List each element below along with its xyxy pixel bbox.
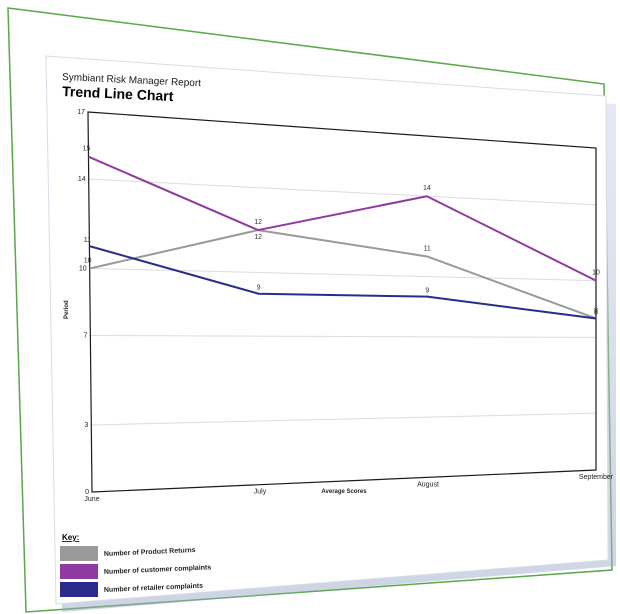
data-label: 11 bbox=[84, 237, 91, 244]
data-label: 10 bbox=[84, 257, 92, 264]
y-tick-label: 3 bbox=[84, 422, 88, 429]
y-tick-label: 14 bbox=[78, 176, 86, 183]
x-tick-label: July bbox=[254, 489, 267, 496]
y-tick-label: 10 bbox=[79, 265, 87, 272]
x-axis-label: Average Scores bbox=[321, 489, 367, 495]
legend-swatch bbox=[60, 546, 98, 561]
y-axis-label: Period bbox=[64, 300, 70, 319]
legend-title: Key: bbox=[62, 533, 79, 542]
y-tick-label: 0 bbox=[85, 489, 89, 496]
legend-swatch bbox=[60, 564, 98, 579]
data-label: 12 bbox=[254, 234, 262, 241]
legend-swatch bbox=[60, 582, 98, 597]
x-tick-label: August bbox=[417, 481, 439, 488]
data-label: 9 bbox=[425, 288, 429, 295]
x-tick-label: September bbox=[579, 474, 614, 481]
data-label: 15 bbox=[83, 146, 91, 153]
x-tick-label: June bbox=[84, 496, 99, 503]
data-label: 10 bbox=[592, 270, 600, 277]
data-label: 8 bbox=[594, 309, 598, 316]
data-label: 14 bbox=[423, 185, 431, 192]
y-tick-label: 17 bbox=[77, 109, 85, 116]
data-label: 9 bbox=[257, 285, 261, 292]
data-label: 11 bbox=[423, 245, 430, 252]
y-tick-label: 7 bbox=[83, 333, 87, 340]
data-label: 12 bbox=[254, 219, 262, 226]
report-page bbox=[46, 56, 608, 604]
